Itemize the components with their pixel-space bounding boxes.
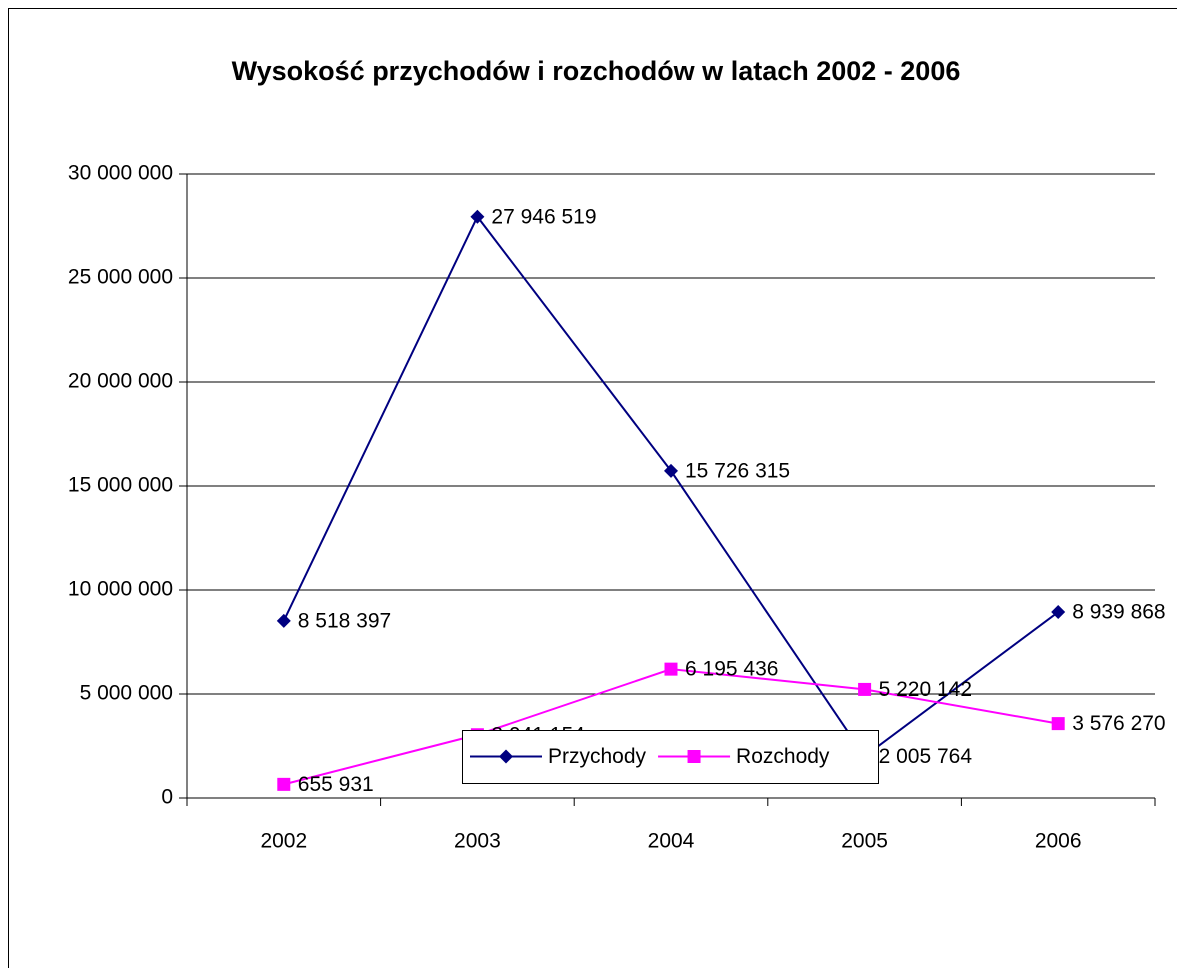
data-point	[276, 613, 291, 628]
legend-label: Przychody	[548, 745, 647, 768]
y-tick-label: 25 000 000	[68, 266, 173, 289]
data-label: 15 726 315	[685, 459, 790, 482]
data-label: 8 939 868	[1072, 601, 1165, 624]
data-label: 6 195 436	[685, 658, 778, 681]
data-point	[470, 209, 485, 224]
legend-marker	[687, 750, 701, 763]
data-point	[277, 777, 291, 791]
data-label: 2 005 764	[879, 745, 973, 768]
y-tick-label: 30 000 000	[68, 162, 173, 185]
x-tick-label: 2006	[1035, 830, 1082, 853]
y-tick-label: 15 000 000	[68, 474, 173, 497]
legend-marker	[499, 749, 513, 764]
legend-label: Rozchody	[736, 745, 830, 768]
data-point	[664, 662, 678, 676]
x-tick-label: 2002	[260, 830, 307, 853]
data-label: 8 518 397	[298, 609, 391, 632]
x-tick-label: 2005	[841, 830, 888, 853]
y-tick-label: 0	[161, 786, 173, 809]
data-point	[1051, 605, 1066, 620]
x-tick-label: 2003	[454, 830, 501, 853]
data-point	[1051, 717, 1065, 731]
data-label: 3 576 270	[1072, 712, 1165, 735]
data-label: 27 946 519	[491, 205, 596, 228]
chart-border	[8, 8, 1177, 968]
y-tick-label: 20 000 000	[68, 370, 173, 393]
data-label: 5 220 142	[879, 678, 972, 701]
data-point	[664, 463, 678, 478]
x-tick-label: 2004	[648, 830, 695, 853]
chart-title: Wysokość przychodów i rozchodów w latach…	[232, 56, 961, 86]
y-tick-label: 10 000 000	[68, 578, 173, 601]
data-point	[858, 682, 872, 696]
y-tick-label: 5 000 000	[80, 682, 173, 705]
data-label: 655 931	[298, 773, 374, 796]
